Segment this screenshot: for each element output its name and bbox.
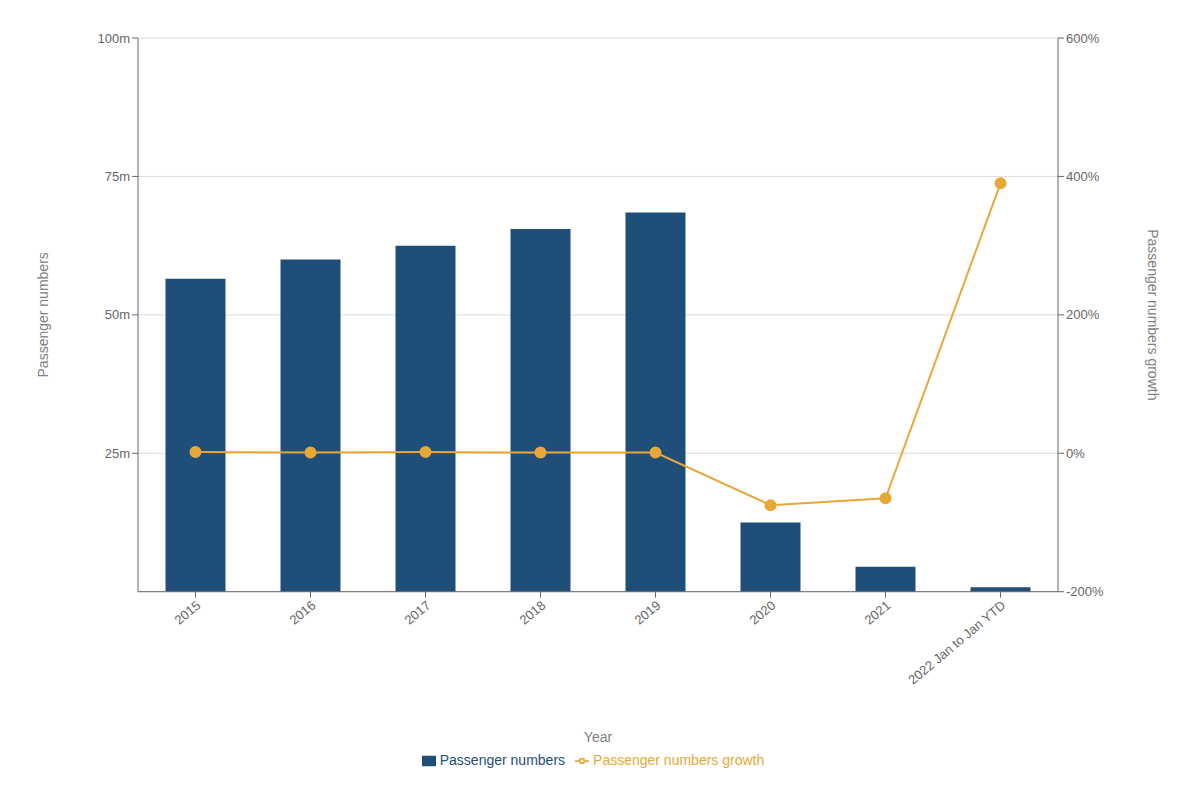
svg-text:2019: 2019 [632, 598, 664, 628]
svg-text:Year: Year [584, 729, 613, 745]
svg-text:Passenger numbers growth: Passenger numbers growth [1145, 229, 1161, 400]
svg-text:600%: 600% [1066, 31, 1100, 46]
svg-text:2016: 2016 [287, 598, 319, 628]
svg-text:2022 Jan to Jan YTD: 2022 Jan to Jan YTD [905, 598, 1008, 688]
svg-text:2021: 2021 [862, 598, 894, 628]
html-text:Passenger numbers: Passenger numbers [439, 751, 565, 768]
svg-text:0%: 0% [1066, 446, 1085, 461]
svg-text:-200%: -200% [1066, 584, 1104, 599]
svg-text:2018: 2018 [517, 598, 549, 628]
svg-text:50m: 50m [105, 307, 130, 322]
svg-text:100m: 100m [97, 31, 130, 46]
svg-text:400%: 400% [1066, 169, 1100, 184]
svg-text:2015: 2015 [172, 598, 204, 628]
svg-text:Passenger numbers: Passenger numbers [35, 252, 51, 377]
html-text:Passenger numbers growth: Passenger numbers growth [593, 751, 765, 768]
svg-text:200%: 200% [1066, 307, 1100, 322]
svg-text:75m: 75m [105, 169, 130, 184]
svg-text:2020: 2020 [747, 598, 779, 628]
svg-text:2017: 2017 [402, 598, 434, 628]
svg-text:25m: 25m [105, 446, 130, 461]
